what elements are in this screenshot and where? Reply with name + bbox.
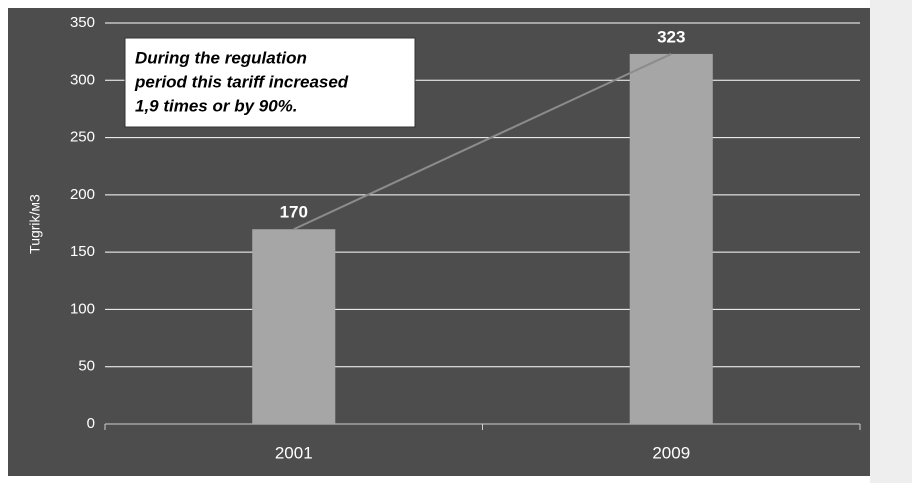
y-tick-label: 250 bbox=[70, 129, 95, 146]
x-tick-label: 2001 bbox=[275, 443, 313, 462]
trend-line bbox=[293, 53, 672, 231]
y-tick-label: 50 bbox=[78, 358, 95, 375]
data-label: 170 bbox=[280, 203, 308, 222]
bar bbox=[629, 53, 713, 424]
side-strip bbox=[870, 0, 912, 483]
y-tick-label: 100 bbox=[70, 300, 95, 317]
annotation-text: 1,9 times or by 90%. bbox=[135, 96, 298, 115]
y-axis-label: Tugrik/м3 bbox=[27, 194, 43, 254]
bar bbox=[252, 229, 336, 424]
y-tick-label: 350 bbox=[70, 14, 95, 31]
annotation-box bbox=[124, 37, 416, 128]
y-tick-label: 200 bbox=[70, 186, 95, 203]
y-tick-label: 150 bbox=[70, 243, 95, 260]
x-tick-label: 2009 bbox=[652, 443, 690, 462]
data-label: 323 bbox=[657, 27, 685, 46]
y-tick-label: 300 bbox=[70, 71, 95, 88]
annotation-text: period this tariff increased bbox=[134, 72, 349, 91]
annotation-text: During the regulation bbox=[135, 48, 307, 67]
y-tick-label: 0 bbox=[87, 415, 95, 432]
